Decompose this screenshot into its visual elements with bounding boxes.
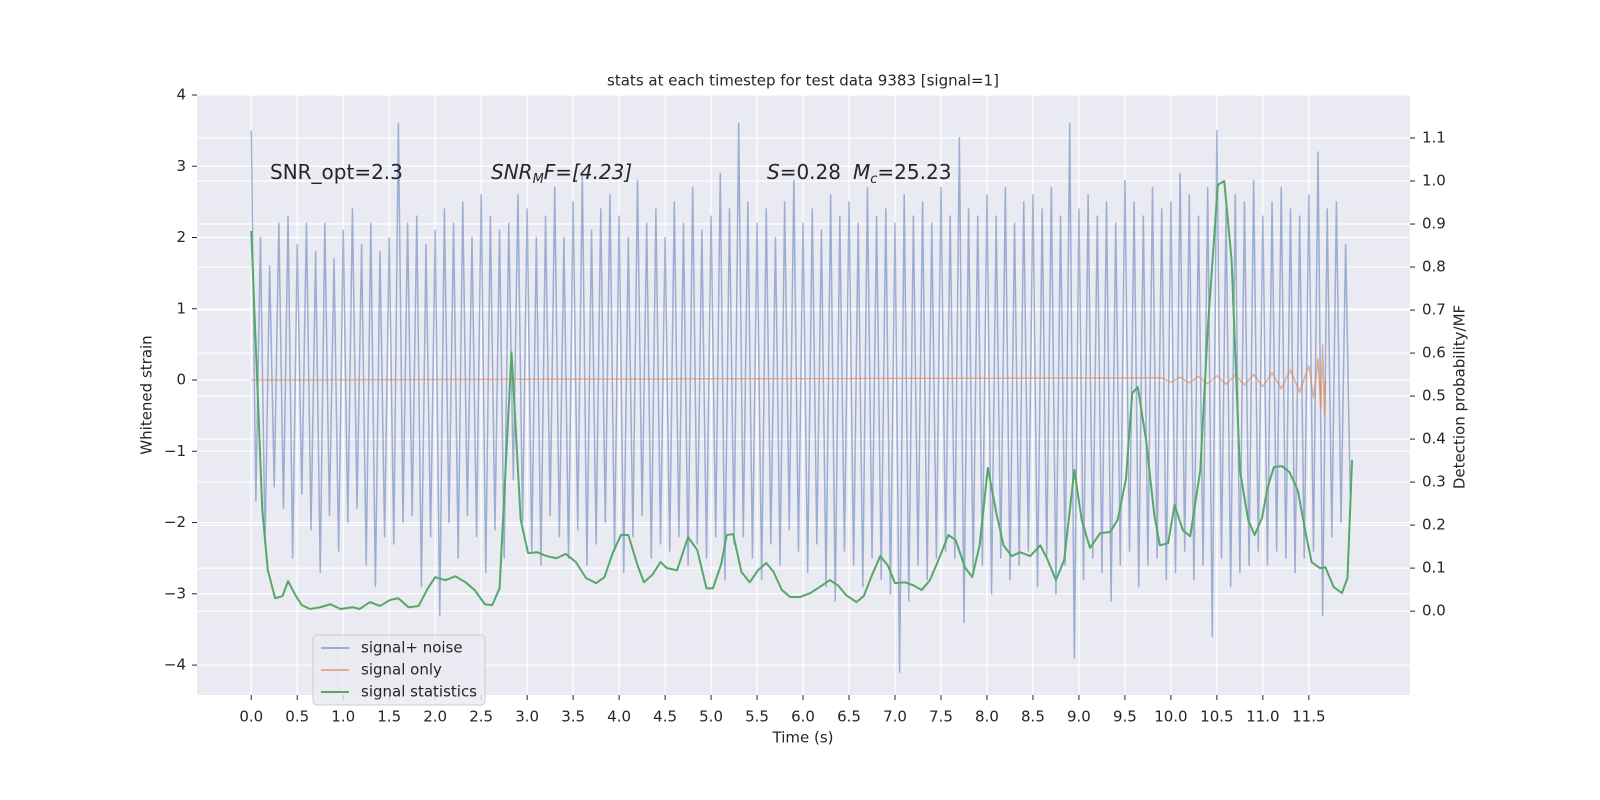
x-tick-label: 5.0: [699, 708, 723, 726]
y2-tick-label: 0.9: [1422, 215, 1446, 233]
y2-tick-label: 0.0: [1422, 602, 1446, 620]
legend-box: [312, 634, 486, 706]
series-line: [251, 343, 1327, 417]
annotation-part: SNR_opt=2.3: [270, 160, 403, 184]
legend-label: signal only: [361, 661, 442, 679]
y-tick-label: −2: [164, 513, 186, 531]
x-tick-label: 7.0: [883, 708, 907, 726]
annotation: S=0.28 Mc=25.23: [767, 160, 951, 187]
y2-tick-label: 0.5: [1422, 387, 1446, 405]
series-line: [250, 180, 1354, 610]
y-tick-label: −1: [164, 442, 186, 460]
annotation-part: c: [870, 172, 877, 187]
x-tick-label: 9.0: [1067, 708, 1091, 726]
x-tick-label: 0.5: [285, 708, 309, 726]
y-tick-label: 3: [176, 157, 186, 175]
annotation-part: S: [767, 160, 780, 184]
y2-tick-label: 1.1: [1422, 129, 1446, 147]
annotation-part: =0.28: [780, 160, 841, 184]
y-tick-label: 0: [176, 371, 186, 389]
x-tick-label: 4.5: [653, 708, 677, 726]
y2-tick-label: 0.8: [1422, 258, 1446, 276]
chart-title: stats at each timestep for test data 938…: [607, 72, 999, 90]
y2-tick-label: 0.7: [1422, 301, 1446, 319]
y2-tick-label: 0.4: [1422, 430, 1446, 448]
marks: [250, 122, 1354, 673]
annotation: SNRMF=[4.23]: [491, 160, 632, 187]
y2-tick-label: 0.3: [1422, 473, 1446, 491]
y-tick-label: 2: [176, 228, 186, 246]
y-tick-label: −3: [164, 584, 186, 602]
legend-label: signal+ noise: [361, 639, 463, 657]
annotation: SNR_opt=2.3: [270, 160, 403, 184]
y-tick-label: 1: [176, 299, 186, 317]
annotation-part: =25.23: [877, 160, 951, 184]
x-tick-label: 11.5: [1292, 708, 1325, 726]
legend-label: signal statistics: [361, 683, 477, 701]
x-tick-label: 8.5: [1021, 708, 1045, 726]
x-tick-label: 2.5: [469, 708, 493, 726]
x-tick-label: 6.5: [837, 708, 861, 726]
y2-tick-label: 0.1: [1422, 559, 1446, 577]
annotation-part: M: [853, 160, 870, 184]
x-tick-label: 8.0: [975, 708, 999, 726]
x-tick-label: 7.5: [929, 708, 953, 726]
x-tick-label: 11.0: [1246, 708, 1279, 726]
y2-tick-label: 0.6: [1422, 344, 1446, 362]
x-tick-label: 10.0: [1154, 708, 1187, 726]
x-tick-label: 9.5: [1113, 708, 1137, 726]
y-axis-label: Whitened strain: [138, 335, 156, 454]
x-tick-label: 1.5: [377, 708, 401, 726]
series-line: [250, 122, 1351, 673]
y2-tick-label: 0.2: [1422, 516, 1446, 534]
annotation-part: SNR: [491, 160, 533, 184]
x-tick-label: 1.0: [331, 708, 355, 726]
x-tick-label: 2.0: [423, 708, 447, 726]
x-tick-label: 10.5: [1200, 708, 1233, 726]
y2-tick-label: 1.0: [1422, 172, 1446, 190]
y2-axis-label: Detection probability/MF: [1451, 305, 1469, 489]
tick-labels: 0.0 0.5 1.0 1.5 2.0 2.5 3.0 3.5 4.0 4.5 5.0 5.5 6.0 6…: [164, 86, 1446, 726]
x-tick-label: 5.5: [745, 708, 769, 726]
annotation-part: M: [533, 172, 544, 187]
y-tick-label: 4: [176, 86, 186, 104]
x-tick-label: 4.0: [607, 708, 631, 726]
x-tick-label: 6.0: [791, 708, 815, 726]
x-tick-label: 3.0: [515, 708, 539, 726]
x-tick-label: 0.0: [239, 708, 263, 726]
y-tick-label: −4: [164, 656, 186, 674]
x-axis-label: Time (s): [772, 729, 834, 747]
annotation-part: F=[4.23]: [544, 160, 632, 184]
x-tick-label: 3.5: [561, 708, 585, 726]
legend: signal+ noise signal only signal statistic…: [312, 634, 486, 706]
